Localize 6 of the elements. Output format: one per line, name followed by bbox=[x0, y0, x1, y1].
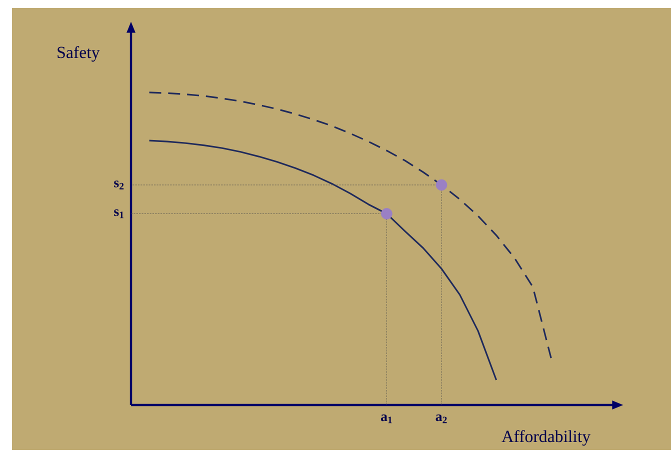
x-tick-label: a$_{1}$ bbox=[380, 414, 392, 424]
x-tick-label: a$_{2}$ bbox=[436, 414, 447, 424]
text: s$_{2}$ bbox=[114, 180, 124, 190]
x-axis-title: Affordability bbox=[502, 430, 591, 446]
text: s$_{1}$ bbox=[114, 209, 124, 218]
y-axis-title: Safety bbox=[58, 46, 100, 62]
